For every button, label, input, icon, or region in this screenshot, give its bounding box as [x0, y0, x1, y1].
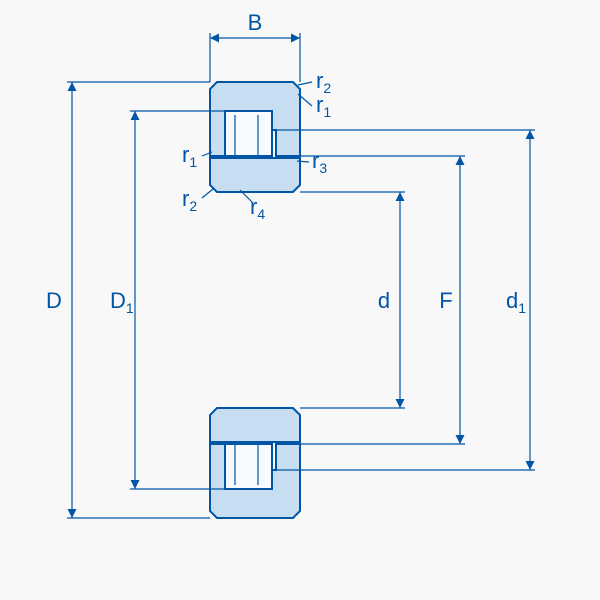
arrowhead	[68, 509, 77, 518]
label-D1: D1	[110, 288, 134, 316]
lead-r2l	[202, 189, 213, 198]
arrowhead	[291, 34, 300, 43]
lower-inner-ring	[210, 408, 300, 442]
label-r1-left: r1	[182, 142, 197, 170]
label-r4: r4	[250, 194, 265, 222]
upper-inner-ring	[210, 158, 300, 192]
label-D: D	[46, 288, 62, 313]
label-r3: r3	[312, 148, 327, 176]
arrowhead	[210, 34, 219, 43]
arrowhead	[68, 82, 77, 91]
lead-r2t	[298, 82, 312, 85]
upper-roller	[225, 111, 272, 156]
arrowhead	[526, 130, 535, 139]
label-B: B	[248, 10, 263, 35]
arrowhead	[131, 111, 140, 120]
arrowhead	[456, 435, 465, 444]
label-F: F	[439, 288, 452, 313]
label-d: d	[378, 288, 390, 313]
label-d1: d1	[506, 288, 526, 316]
label-r1-top: r1	[316, 92, 331, 120]
label-r2-left: r2	[182, 186, 197, 214]
arrowhead	[131, 480, 140, 489]
arrowhead	[396, 192, 405, 201]
arrowhead	[456, 156, 465, 165]
lower-roller	[225, 444, 272, 489]
arrowhead	[396, 399, 405, 408]
arrowhead	[526, 461, 535, 470]
diagram-canvas: BDD1dFd1r2r1r3r4r1r2	[0, 0, 600, 600]
